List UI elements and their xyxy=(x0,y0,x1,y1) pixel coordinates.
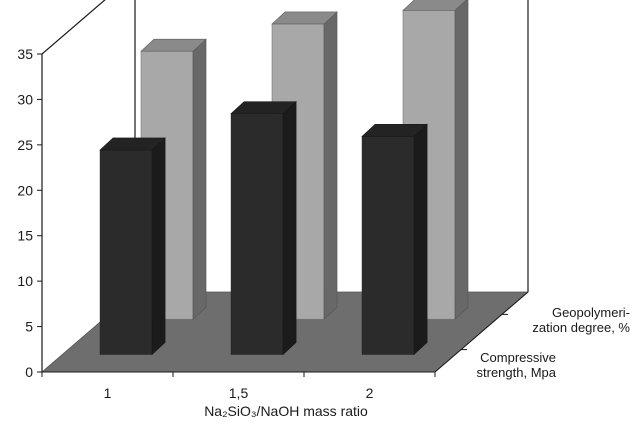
x-tick-label: 1,5 xyxy=(229,385,249,401)
bar xyxy=(230,100,297,356)
bar xyxy=(99,137,166,356)
y-tick-label: 0 xyxy=(25,364,33,380)
x-tick-label: 1 xyxy=(104,385,112,401)
chart-walls xyxy=(41,0,529,372)
series-label: Geopolymeri-zation degree, % xyxy=(532,305,630,335)
y-tick-label: 10 xyxy=(17,273,33,289)
y-tick-label: 25 xyxy=(17,137,33,153)
depth-axis-line xyxy=(434,291,529,373)
bar xyxy=(361,123,428,356)
y-tick-label: 30 xyxy=(17,91,33,107)
series-axis: Geopolymeri-zation degree, % Compressive s… xyxy=(434,291,630,380)
series-label: Compressive strength, Mpa xyxy=(477,350,557,380)
y-axis: 0 5 10 15 20 25 30 35 xyxy=(17,46,42,380)
series-front-bars xyxy=(99,100,428,356)
y-tick-label: 5 xyxy=(25,319,33,335)
y-tick-label: 35 xyxy=(17,46,33,62)
x-tick-label: 2 xyxy=(366,385,374,401)
x-axis-title: Na₂SiO₃/NaOH mass ratio xyxy=(204,403,368,419)
y-tick-label: 15 xyxy=(17,228,33,244)
y-tick-label: 20 xyxy=(17,182,33,198)
x-axis: 1 1,5 2 xyxy=(41,371,436,401)
